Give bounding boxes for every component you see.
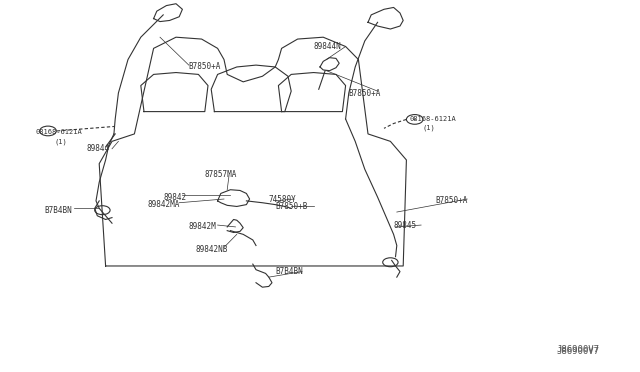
Text: 08168-6121A: 08168-6121A <box>410 116 456 122</box>
Text: (1): (1) <box>54 138 67 145</box>
Text: B7850+A: B7850+A <box>189 62 221 71</box>
Text: 89844N: 89844N <box>314 42 341 51</box>
Text: 89844: 89844 <box>86 144 109 153</box>
Text: (1): (1) <box>422 124 435 131</box>
Text: B7B4BN: B7B4BN <box>275 267 303 276</box>
Text: J86900V7: J86900V7 <box>557 345 600 354</box>
Text: B7850+A: B7850+A <box>435 196 468 205</box>
Text: B7B4BN: B7B4BN <box>45 206 72 215</box>
Text: 08168-6121A: 08168-6121A <box>35 129 82 135</box>
Text: 89845: 89845 <box>394 221 417 230</box>
Text: J86900V7: J86900V7 <box>557 347 600 356</box>
Text: 87857MA: 87857MA <box>205 170 237 179</box>
Text: B7850+A: B7850+A <box>349 89 381 97</box>
Text: 89842NB: 89842NB <box>195 245 228 254</box>
Text: 74580Y: 74580Y <box>269 195 296 203</box>
Text: 89842: 89842 <box>163 193 186 202</box>
Text: 89842MA: 89842MA <box>147 200 180 209</box>
Text: 89842M: 89842M <box>189 222 216 231</box>
Text: B7850+B: B7850+B <box>275 202 308 211</box>
